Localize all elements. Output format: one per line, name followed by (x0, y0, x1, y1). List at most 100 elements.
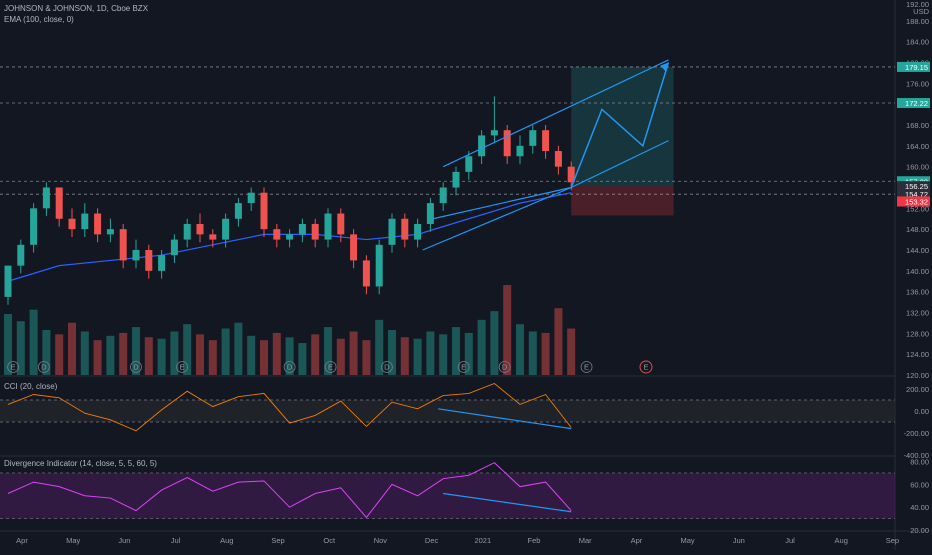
candle-body (452, 171, 460, 188)
price-tag (897, 189, 930, 200)
volume-bar (413, 338, 422, 375)
price-tick-label: 152.00 (906, 204, 929, 213)
price-axis-currency: USD (913, 7, 929, 16)
candle-body (94, 213, 102, 235)
candle-body (414, 223, 422, 240)
volume-bar (183, 324, 192, 375)
candle-body (55, 187, 63, 219)
event-marker-label: D (502, 363, 508, 372)
candle-body (503, 130, 511, 157)
event-marker-label: D (287, 363, 293, 372)
event-marker-icon (130, 361, 142, 373)
price-tick-label: 160.00 (906, 163, 929, 172)
time-tick-label: Apr (16, 536, 28, 545)
candle-body (478, 135, 486, 157)
volume-bar (29, 309, 38, 375)
volume-bar (247, 335, 256, 375)
divergence-legend: Divergence Indicator (14, close, 5, 5, 6… (4, 459, 157, 468)
price-tag (897, 98, 930, 109)
price-tag-label: 172.22 (905, 99, 928, 108)
event-marker-label: D (384, 363, 390, 372)
candle-body (30, 208, 38, 245)
candle-body (567, 166, 575, 183)
volume-bar (93, 340, 102, 375)
event-marker-icon (7, 361, 20, 373)
time-tick-label: May (66, 536, 80, 545)
volume-bar (144, 337, 153, 375)
time-tick-label: May (681, 536, 695, 545)
candle-body (324, 213, 332, 240)
candle-body (106, 229, 114, 235)
event-marker-label: E (180, 363, 185, 372)
candle-body (247, 192, 255, 204)
volume-bar (375, 319, 384, 375)
candle-body (132, 250, 140, 261)
target-zone (571, 66, 674, 187)
divergence-tick-label: 60.00 (910, 480, 929, 489)
candle-body (209, 234, 217, 240)
volume-bar (349, 331, 358, 375)
time-tick-label: Jun (733, 536, 745, 545)
volume-bar (528, 331, 537, 375)
event-marker-icon (37, 361, 50, 373)
event-marker-label: E (461, 363, 466, 372)
trend-line (422, 186, 572, 251)
volume-bar (554, 308, 563, 375)
time-tick-label: Nov (374, 536, 388, 545)
volume-bar (298, 343, 307, 375)
volume-bar (362, 340, 371, 375)
price-tick-label: 144.00 (906, 246, 929, 255)
volume-bar (336, 338, 345, 375)
event-marker-icon (580, 361, 593, 373)
trend-line (432, 186, 572, 220)
price-tag (897, 196, 930, 207)
divergence-line (7, 462, 572, 519)
cci-band (0, 400, 895, 422)
candle-body (4, 265, 12, 297)
event-marker-icon (498, 361, 511, 373)
candle-body (298, 223, 306, 235)
projection-path (570, 62, 670, 188)
time-tick-label: Mar (579, 536, 592, 545)
candle-body (529, 130, 537, 146)
candle-body (426, 203, 434, 224)
volume-bar (464, 332, 473, 375)
event-marker-icon (283, 361, 296, 373)
volume-bar (426, 331, 435, 375)
volume-bar (234, 322, 243, 375)
divergence-band (0, 472, 895, 519)
candle-body (311, 223, 319, 240)
volume-bar (80, 331, 89, 375)
divergence-tick-label: 40.00 (910, 503, 929, 512)
volume-bar (16, 321, 25, 375)
candle-body (68, 218, 76, 230)
candle-body (375, 244, 383, 287)
volume-bar (132, 327, 140, 375)
price-tick-label: 132.00 (906, 309, 929, 318)
candle-body (350, 234, 358, 261)
time-tick-label: Jun (118, 536, 130, 545)
candle-body (362, 260, 370, 287)
candle-body (273, 229, 281, 240)
volume-bar (439, 334, 448, 375)
volume-bar (157, 338, 166, 375)
volume-bar (477, 319, 486, 375)
price-tick-label: 188.00 (906, 17, 929, 26)
volume-bar (516, 324, 524, 375)
price-tag (897, 61, 930, 72)
price-tick-label: 176.00 (906, 79, 929, 88)
price-tag-label: 179.15 (905, 63, 928, 72)
price-axis-top-label: 192.00 (906, 0, 929, 9)
candle-body (81, 213, 89, 230)
divergence-trend-line (443, 492, 572, 513)
volume-bar (42, 330, 51, 375)
candle-body (234, 203, 242, 219)
time-tick-label: Aug (835, 536, 848, 545)
candle-body (17, 244, 25, 266)
trend-line (442, 59, 669, 168)
volume-bar (311, 334, 320, 375)
volume-bar (541, 332, 550, 375)
cci-tick-label: 200.00 (906, 385, 929, 394)
